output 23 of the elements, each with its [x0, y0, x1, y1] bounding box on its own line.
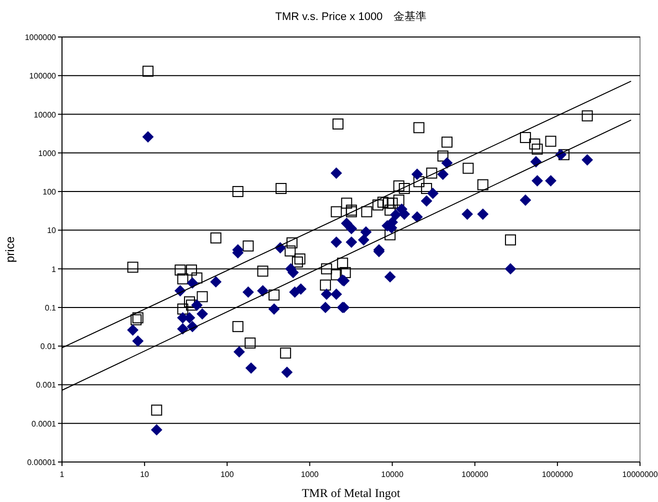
y-tick-label: 0.0001 — [32, 419, 57, 428]
x-axis-title: TMR of Metal Ingot — [302, 486, 401, 500]
x-tick-label: 100 — [220, 470, 234, 479]
chart-title: TMR v.s. Price x 1000 金基準 — [275, 10, 427, 23]
y-axis-title: price — [3, 236, 17, 263]
y-tick-label: 1 — [52, 264, 57, 274]
y-tick-label: 0.01 — [40, 342, 57, 352]
y-tick-label: 100000 — [29, 72, 57, 81]
x-tick-label: 10 — [140, 470, 150, 479]
y-tick-label: 0.00001 — [27, 458, 57, 467]
y-tick-label: 10000 — [34, 110, 57, 120]
y-tick-label: 0.1 — [44, 303, 57, 312]
y-tick-label: 1000 — [38, 148, 57, 158]
y-tick-label: 0.001 — [36, 380, 57, 390]
x-tick-label: 10000 — [381, 470, 404, 479]
y-tick-label: 1000000 — [24, 33, 57, 42]
y-tick-label: 100 — [42, 188, 57, 197]
y-tick-label: 10 — [47, 226, 57, 236]
x-tick-label: 1000 — [300, 470, 320, 479]
x-tick-label: 100000 — [462, 470, 489, 479]
x-tick-label: 1 — [60, 470, 65, 479]
x-tick-label: 10000000 — [622, 470, 658, 479]
x-tick-label: 1000000 — [542, 470, 574, 479]
